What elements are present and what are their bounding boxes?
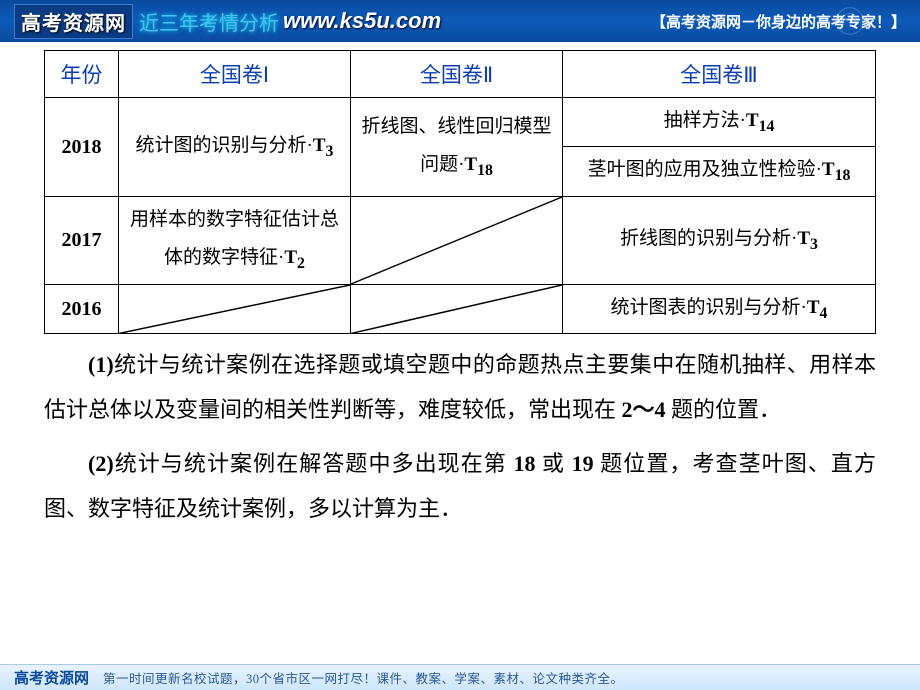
cell-2016-c1-empty [119, 284, 351, 333]
col-header-national-3: 全国卷Ⅲ [563, 51, 876, 98]
footer-bar: 高考资源网 第一时间更新名校试题，30个省市区一网打尽！课件、教案、学案、素材、… [0, 664, 920, 690]
footer-logo: 高考资源网 [14, 667, 89, 688]
cell-2018-c3a: 抽样方法·T14 [563, 98, 875, 147]
col-header-national-2: 全国卷Ⅱ [351, 51, 563, 98]
exam-analysis-table: 年份 全国卷Ⅰ 全国卷Ⅱ 全国卷Ⅲ 2018 统计图的识别与分析·T3 折线图、… [44, 50, 876, 334]
col-header-national-1: 全国卷Ⅰ [119, 51, 351, 98]
year-cell: 2018 [45, 98, 119, 197]
footer-text: 第一时间更新名校试题，30个省市区一网打尽！课件、教案、学案、素材、论文种类齐全… [103, 668, 624, 687]
cell-2016-c2-empty [351, 284, 563, 333]
logo-box: 高考资源网 [14, 4, 133, 39]
col-header-year: 年份 [45, 51, 119, 98]
table-header-row: 年份 全国卷Ⅰ 全国卷Ⅱ 全国卷Ⅲ [45, 51, 876, 98]
table-row: 2018 统计图的识别与分析·T3 折线图、线性回归模型问题·T18 抽样方法·… [45, 98, 876, 197]
diagonal-line-icon [351, 197, 562, 284]
cell-2017-c3: 折线图的识别与分析·T3 [563, 196, 876, 284]
header-decoration-icon [820, 2, 880, 40]
cell-2018-c3: 抽样方法·T14 茎叶图的应用及独立性检验·T18 [563, 98, 876, 197]
year-cell: 2016 [45, 284, 119, 333]
header-bar: 高考资源网 近三年考情分析 www.ks5u.com 【高考资源网－你身边的高考… [0, 0, 920, 42]
diagonal-line-icon [119, 285, 350, 333]
paragraph-1: (1)统计与统计案例在选择题或填空题中的命题热点主要集中在随机抽样、用样本估计总… [0, 334, 920, 432]
content-area: 年份 全国卷Ⅰ 全国卷Ⅱ 全国卷Ⅲ 2018 统计图的识别与分析·T3 折线图、… [0, 42, 920, 334]
header-subtitle: 近三年考情分析 [139, 7, 279, 36]
paragraph-2: (2)统计与统计案例在解答题中多出现在第 18 或 19 题位置，考查茎叶图、直… [0, 433, 920, 531]
year-cell: 2017 [45, 196, 119, 284]
cell-2016-c3: 统计图表的识别与分析·T4 [563, 284, 876, 333]
cell-2018-c3b: 茎叶图的应用及独立性检验·T18 [563, 147, 875, 196]
cell-2017-c1: 用样本的数字特征估计总体的数字特征·T2 [119, 196, 351, 284]
table-row: 2016 统计图表的识别与分析·T4 [45, 284, 876, 333]
logo-text: 高考资源网 [21, 7, 126, 36]
header-url: www.ks5u.com [283, 8, 441, 34]
cell-2018-c2: 折线图、线性回归模型问题·T18 [351, 98, 563, 197]
cell-2018-c1: 统计图的识别与分析·T3 [119, 98, 351, 197]
table-row: 2017 用样本的数字特征估计总体的数字特征·T2 折线图的识别与分析·T3 [45, 196, 876, 284]
diagonal-line-icon [351, 285, 562, 333]
cell-2017-c2-empty [351, 196, 563, 284]
